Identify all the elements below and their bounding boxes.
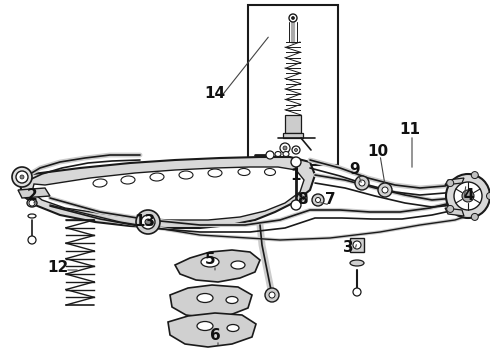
Ellipse shape	[238, 168, 250, 176]
Circle shape	[291, 200, 301, 210]
Circle shape	[454, 182, 482, 210]
Circle shape	[487, 193, 490, 199]
Ellipse shape	[121, 176, 135, 184]
Polygon shape	[18, 188, 50, 198]
Polygon shape	[168, 313, 256, 347]
Circle shape	[471, 172, 478, 179]
Text: 1: 1	[291, 167, 301, 183]
Text: 10: 10	[368, 144, 389, 159]
Circle shape	[266, 151, 274, 159]
Ellipse shape	[208, 169, 222, 177]
Circle shape	[16, 171, 28, 183]
Circle shape	[145, 219, 151, 225]
Ellipse shape	[275, 152, 281, 157]
Circle shape	[292, 17, 294, 19]
Polygon shape	[20, 157, 315, 228]
Circle shape	[462, 190, 474, 202]
Polygon shape	[32, 167, 304, 220]
Polygon shape	[445, 178, 464, 185]
Ellipse shape	[150, 173, 164, 181]
Polygon shape	[175, 250, 260, 282]
Bar	[283, 133, 303, 138]
Ellipse shape	[283, 152, 289, 157]
Text: 5: 5	[205, 252, 215, 267]
Circle shape	[269, 292, 275, 298]
Text: 7: 7	[325, 193, 335, 207]
Text: 6: 6	[210, 328, 220, 342]
Circle shape	[382, 187, 388, 193]
Circle shape	[300, 196, 304, 200]
Circle shape	[283, 146, 287, 150]
Ellipse shape	[231, 261, 245, 269]
Circle shape	[447, 206, 454, 212]
Ellipse shape	[93, 179, 107, 187]
Ellipse shape	[197, 293, 213, 302]
Circle shape	[471, 213, 478, 220]
Circle shape	[12, 167, 32, 187]
Bar	[248, 5, 338, 165]
Circle shape	[265, 288, 279, 302]
Circle shape	[316, 198, 320, 202]
Circle shape	[359, 180, 365, 186]
Text: 4: 4	[464, 188, 474, 202]
Ellipse shape	[197, 321, 213, 330]
Circle shape	[28, 236, 36, 244]
Bar	[285, 115, 301, 133]
Polygon shape	[170, 285, 252, 318]
Text: 8: 8	[296, 193, 307, 207]
Circle shape	[378, 183, 392, 197]
Circle shape	[292, 146, 300, 154]
Circle shape	[141, 215, 155, 229]
Circle shape	[355, 176, 369, 190]
Ellipse shape	[265, 168, 275, 176]
Text: 11: 11	[399, 122, 420, 138]
Circle shape	[446, 174, 490, 218]
Circle shape	[291, 157, 301, 167]
Ellipse shape	[227, 324, 239, 332]
Circle shape	[289, 14, 297, 22]
Text: 3: 3	[343, 240, 353, 256]
Bar	[350, 238, 364, 252]
Circle shape	[20, 175, 24, 179]
Ellipse shape	[27, 199, 37, 207]
Circle shape	[353, 288, 361, 296]
Text: 14: 14	[204, 85, 225, 100]
Ellipse shape	[201, 257, 219, 267]
Text: 9: 9	[350, 162, 360, 177]
Ellipse shape	[226, 297, 238, 303]
Text: 12: 12	[48, 261, 69, 275]
Circle shape	[29, 200, 35, 206]
Ellipse shape	[179, 171, 193, 179]
Text: 2: 2	[26, 188, 37, 202]
Circle shape	[312, 194, 324, 206]
Text: 13: 13	[134, 215, 155, 230]
Polygon shape	[445, 208, 464, 216]
Circle shape	[280, 143, 290, 153]
Ellipse shape	[350, 260, 364, 266]
Circle shape	[353, 241, 361, 249]
Ellipse shape	[28, 214, 36, 218]
Circle shape	[447, 180, 454, 186]
Circle shape	[294, 148, 297, 152]
Circle shape	[297, 193, 307, 203]
Circle shape	[136, 210, 160, 234]
